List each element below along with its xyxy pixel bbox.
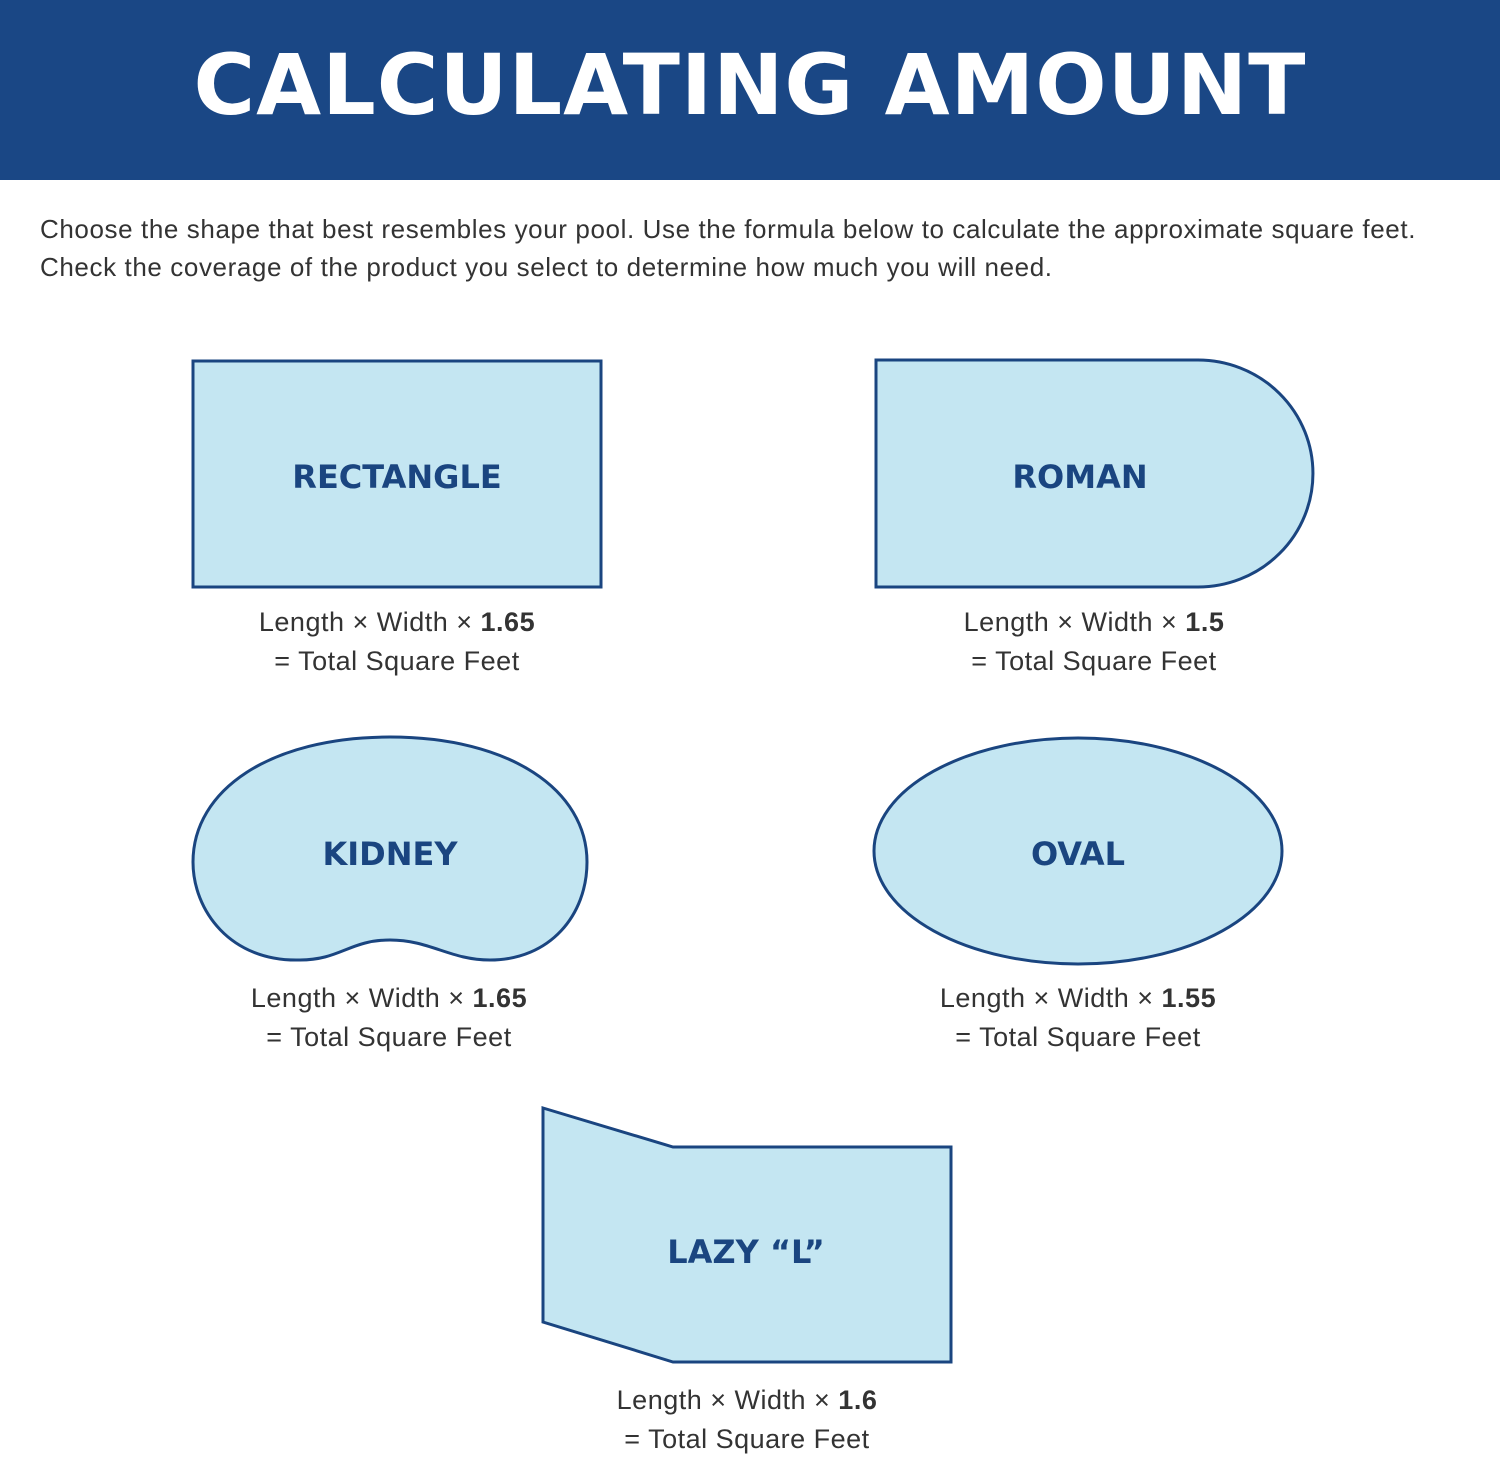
formula-result: = Total Square Feet [971, 646, 1217, 676]
formula-prefix: Length × Width × [963, 607, 1186, 637]
header-banner: CALCULATING AMOUNT [0, 0, 1500, 180]
formula-prefix: Length × Width × [616, 1385, 839, 1415]
kidney-shape [191, 735, 589, 962]
formula-result: = Total Square Feet [274, 646, 520, 676]
intro-text: Choose the shape that best resembles you… [40, 214, 1417, 282]
oval-formula: Length × Width × 1.55 = Total Square Fee… [940, 979, 1216, 1057]
formula-result: = Total Square Feet [266, 1022, 512, 1052]
formula-prefix: Length × Width × [258, 607, 481, 637]
formula-factor: 1.6 [838, 1385, 878, 1415]
formula-factor: 1.65 [480, 607, 536, 637]
lazy-l-label: LAZY “L” [667, 1233, 825, 1271]
formula-result: = Total Square Feet [624, 1424, 870, 1454]
oval-shape [872, 736, 1284, 966]
formula-prefix: Length × Width × [939, 983, 1162, 1013]
kidney-label: KIDNEY [322, 835, 458, 873]
lazy-l-shape [541, 1105, 953, 1364]
formula-factor: 1.55 [1161, 983, 1217, 1013]
roman-shape [874, 358, 1315, 589]
kidney-formula: Length × Width × 1.65 = Total Square Fee… [251, 979, 527, 1057]
rectangle-formula: Length × Width × 1.65 = Total Square Fee… [259, 603, 535, 681]
rectangle-label: RECTANGLE [292, 458, 502, 496]
formula-factor: 1.65 [472, 983, 528, 1013]
formula-prefix: Length × Width × [250, 983, 473, 1013]
roman-formula: Length × Width × 1.5 = Total Square Feet [964, 603, 1225, 681]
formula-factor: 1.5 [1185, 607, 1225, 637]
page-title: CALCULATING AMOUNT [193, 36, 1307, 134]
formula-result: = Total Square Feet [955, 1022, 1201, 1052]
roman-label: ROMAN [1012, 458, 1148, 496]
lazy-l-formula: Length × Width × 1.6 = Total Square Feet [617, 1381, 878, 1459]
rectangle-shape [191, 359, 603, 589]
oval-label: OVAL [1030, 835, 1126, 873]
